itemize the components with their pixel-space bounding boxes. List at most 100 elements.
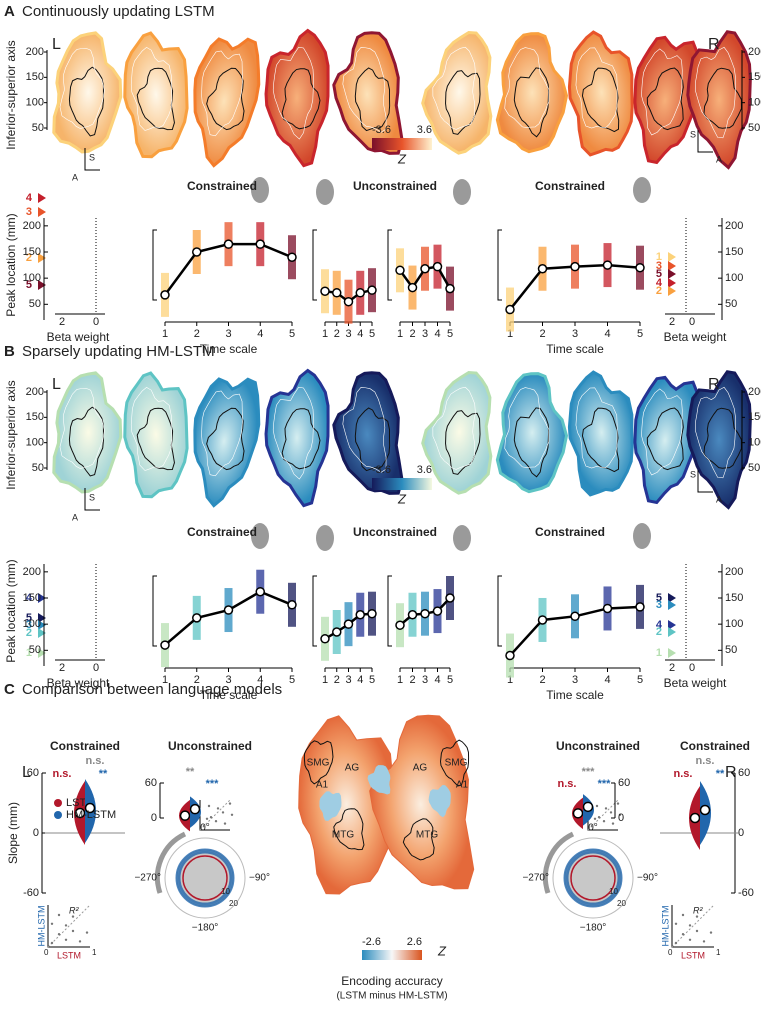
caption: Encoding accuracy	[341, 974, 442, 988]
panel-title: Comparison between language models	[22, 681, 282, 698]
marker-label: 4	[656, 619, 663, 631]
x-tick-label: 2	[539, 328, 545, 340]
axis-label: Beta weight	[47, 330, 110, 344]
inset-dot	[71, 929, 75, 933]
hemisphere: L	[52, 376, 61, 393]
tick-label: 50	[748, 462, 760, 474]
brain-map	[52, 371, 123, 494]
colorbar-label: Z	[397, 151, 407, 166]
inset-dot	[611, 822, 615, 825]
x-tick-label: 4	[357, 674, 363, 686]
brain-map	[495, 372, 569, 494]
region-label: MTG	[416, 830, 438, 841]
inset-dot	[695, 915, 699, 918]
peak-marker	[668, 593, 676, 603]
brain-map	[332, 371, 404, 495]
significance: n.s.	[558, 778, 577, 790]
marker-label: 4	[26, 592, 33, 604]
brain-map	[68, 406, 104, 477]
hemisphere: L	[22, 764, 31, 781]
x-tick-label: 3	[572, 328, 578, 340]
y-tick-label: -60	[23, 887, 39, 899]
tick-label: 0	[689, 316, 695, 328]
inset-dot	[702, 940, 706, 943]
inset-dot	[214, 820, 218, 823]
tick-label: 2	[669, 662, 675, 674]
mean-point	[420, 263, 430, 274]
chart-title: Unconstrained	[556, 739, 640, 753]
peak-marker	[668, 269, 676, 279]
marker-label: 2	[656, 626, 662, 638]
mean-point	[635, 262, 645, 273]
mean-point	[160, 640, 170, 650]
inset-dot	[202, 824, 206, 828]
x-tick-label: 5	[289, 328, 295, 340]
label: A	[716, 494, 722, 504]
brain-map	[342, 387, 387, 473]
mean-point	[537, 615, 548, 625]
y-tick-label: 200	[23, 566, 41, 578]
y-tick-label: 150	[23, 246, 41, 258]
orient	[84, 148, 100, 171]
brain-map	[281, 408, 321, 470]
brain-map	[504, 387, 550, 468]
polar-arc	[542, 831, 575, 894]
polar-line	[182, 855, 228, 901]
brain-map	[136, 67, 175, 131]
y-tick-label: 150	[23, 592, 41, 604]
peak-marker	[38, 193, 46, 203]
brain-map	[130, 386, 173, 471]
inset-dot	[618, 813, 622, 816]
x-tick-label: 3	[422, 674, 428, 686]
bracket	[387, 575, 392, 647]
icon	[251, 523, 269, 549]
tick-label: 200	[26, 46, 44, 58]
icon	[316, 179, 334, 205]
icon	[453, 179, 471, 205]
label: A	[72, 512, 78, 522]
mean-point	[537, 263, 548, 274]
x-tick-label: 2	[539, 674, 545, 686]
mean-point	[570, 261, 580, 272]
polar-label: −90°	[637, 873, 658, 884]
inset-dot	[593, 817, 597, 820]
inset-dot	[604, 807, 608, 810]
axis-label: Peak location (mm)	[4, 213, 18, 316]
brain-map	[193, 37, 261, 168]
icon	[453, 525, 471, 551]
colorbar-tick: -3.6	[372, 124, 391, 136]
region-label: MTG	[332, 830, 354, 841]
brain-map	[206, 67, 245, 131]
inset-axes	[587, 799, 619, 831]
chart-title: Constrained	[187, 179, 257, 193]
y-tick-label: 0	[618, 812, 624, 824]
mean-point	[189, 803, 201, 815]
brain-map	[332, 31, 404, 155]
significance: **	[716, 768, 725, 780]
region-label: AG	[345, 763, 360, 774]
brain-map	[52, 31, 123, 154]
brain-map	[130, 46, 173, 131]
polar-ring-label: 10	[221, 887, 230, 896]
inset-dot	[674, 941, 678, 945]
tick-label: 2	[59, 316, 65, 328]
brain-map	[264, 28, 330, 168]
brain-map	[68, 66, 104, 137]
brain-map	[354, 67, 391, 132]
peak-marker	[38, 280, 46, 290]
y-tick-label: 50	[29, 644, 41, 656]
brain-map	[646, 407, 684, 471]
colorbar	[372, 478, 432, 490]
peak-marker	[38, 620, 46, 630]
marker-label: 3	[656, 599, 662, 611]
inset-dot	[50, 941, 54, 945]
mean-point	[602, 260, 613, 270]
tick-label: 50	[32, 122, 44, 134]
inset-dot	[207, 804, 211, 808]
bracket	[387, 229, 392, 301]
brain-map	[123, 31, 189, 159]
brain-map	[201, 50, 243, 137]
x-tick-label: 5	[369, 674, 375, 686]
colorbar	[372, 138, 432, 150]
